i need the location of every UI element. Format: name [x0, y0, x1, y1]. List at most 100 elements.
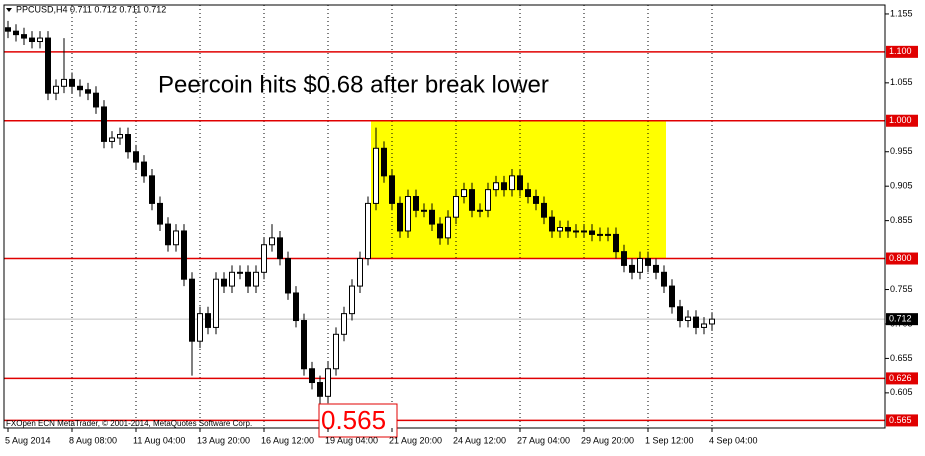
candle-body [317, 382, 323, 397]
candle-body [645, 258, 651, 266]
candle-body [565, 227, 571, 232]
candle-body [197, 313, 203, 342]
candle-body [597, 233, 603, 236]
candle-body [61, 78, 67, 87]
y-tick-label: 0.605 [890, 387, 913, 397]
footer: FXOpen ECN MetaTrader, © 2001-2014, Meta… [6, 419, 252, 428]
candle-body [477, 209, 483, 212]
level-label: 0.626 [889, 373, 912, 383]
candle-body [117, 134, 123, 139]
y-tick-label: 1.155 [890, 8, 913, 18]
candle-body [493, 182, 499, 191]
plot [4, 20, 885, 422]
level-box [886, 372, 918, 385]
candle-body [13, 30, 19, 36]
x-tick-label: 16 Aug 12:00 [261, 435, 314, 445]
candle-body [21, 34, 27, 39]
candle-body [509, 175, 515, 191]
candle-body [445, 216, 451, 239]
candle-body [709, 318, 715, 325]
candle-body [85, 89, 91, 94]
candle-body [237, 271, 243, 274]
y-tick-label: 0.955 [890, 146, 913, 156]
candle-body [517, 175, 523, 191]
candle-body [685, 316, 691, 322]
axis: 5 Aug 2014 8 Aug 08:00 11 Aug 04:00 13 Aug … [5, 8, 918, 445]
candle-body [357, 258, 363, 287]
candle-body [133, 151, 139, 163]
x-tick-label: 13 Aug 20:00 [197, 435, 250, 445]
y-tick-label: 0.655 [890, 353, 913, 363]
candle-body [581, 230, 587, 233]
candle-body [53, 85, 59, 94]
candle-body [269, 237, 275, 246]
chart-title: PPCUSD,H4 0.711 0.712 0.711 0.712 [16, 4, 166, 14]
candle-body [549, 216, 555, 232]
candle-body [45, 37, 51, 94]
candle-body [29, 37, 35, 43]
candle-body [373, 147, 379, 204]
candle-body [125, 134, 131, 153]
candle-body [157, 202, 163, 225]
candle-body [381, 147, 387, 177]
y-tick-label: 0.855 [890, 215, 913, 225]
candle-body [389, 175, 395, 204]
candle-body [253, 271, 259, 287]
candle-body [541, 202, 547, 218]
candle-body [653, 264, 659, 273]
candle-body [277, 237, 283, 260]
callout-box [318, 403, 398, 438]
candle-body [93, 92, 99, 108]
candle-body [69, 78, 75, 87]
candle-body [37, 37, 43, 43]
x-tick-label: 4 Sep 04:00 [709, 435, 758, 445]
candle-body [221, 278, 227, 287]
y-tick-label: 1.055 [890, 77, 913, 87]
candle-body [437, 223, 443, 239]
level-label: 0.565 [889, 415, 912, 425]
candle-body [693, 316, 699, 328]
x-tick-label: 21 Aug 20:00 [389, 435, 442, 445]
plot-frame [3, 4, 886, 429]
candle-body [605, 233, 611, 236]
candle-body [405, 196, 411, 232]
candle-body [301, 320, 307, 370]
y-tick-label: 0.755 [890, 284, 913, 294]
callout: 0.565 [321, 405, 386, 435]
candle-body [189, 278, 195, 342]
candle-body [349, 285, 355, 315]
level-label: 1.100 [889, 46, 912, 56]
candle-body [333, 333, 339, 370]
annotation: Peercoin hits $0.68 after break lower [158, 71, 549, 98]
candle-body [469, 189, 475, 211]
level-label: 0.800 [889, 253, 912, 263]
candle-body [181, 230, 187, 280]
candle-body [341, 313, 347, 335]
candle-body [533, 196, 539, 204]
level-label: 1.000 [889, 115, 912, 125]
candle-body [629, 264, 635, 273]
candle-body [229, 271, 235, 287]
x-tick-label: 1 Sep 12:00 [645, 435, 694, 445]
candle-body [397, 202, 403, 232]
y-tick-label: 0.905 [890, 181, 913, 191]
candle-body [213, 278, 219, 328]
candle-body [245, 271, 251, 287]
x-tick-label: 29 Aug 20:00 [581, 435, 634, 445]
candle-body [309, 368, 315, 384]
candle-body [413, 196, 419, 211]
candle-body [661, 271, 667, 287]
candle-body [573, 230, 579, 233]
current-price-box [886, 313, 918, 326]
candle-body [205, 313, 211, 328]
candle-body [677, 306, 683, 322]
level-box [886, 252, 918, 265]
menu-arrow [6, 8, 12, 12]
candle-body [501, 182, 507, 191]
candle-body [453, 196, 459, 218]
x-tick-label: 24 Aug 12:00 [453, 435, 506, 445]
candle-body [285, 258, 291, 294]
candle-body [101, 106, 107, 142]
candle-body [557, 227, 563, 232]
